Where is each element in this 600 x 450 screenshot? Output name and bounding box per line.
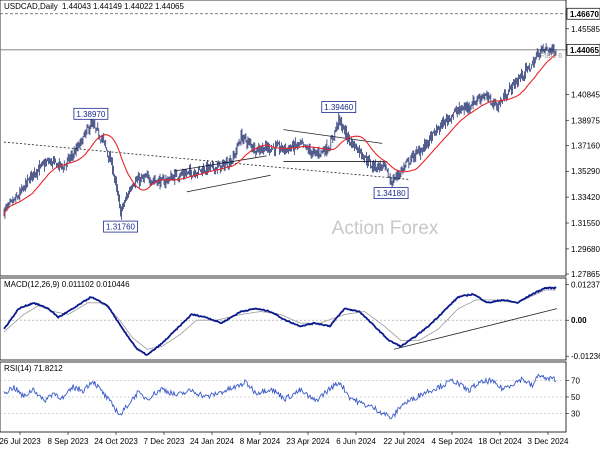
- macd-signal-line: [3, 289, 556, 350]
- price-callout-box: [321, 101, 357, 113]
- x-tick-label: 24 Jan 2024: [190, 437, 235, 446]
- macd-trendline: [393, 308, 558, 350]
- macd-title: MACD(12,26,9) 0.011102 0.010446: [4, 280, 130, 289]
- x-tick-label: 26 Jul 2023: [0, 437, 41, 446]
- ohlc-value: 1.44043: [62, 2, 91, 11]
- x-tick-label: 8 Mar 2024: [240, 437, 281, 446]
- x-tick-label: 18 Oct 2024: [478, 437, 522, 446]
- y-tick-label: 1.29680: [571, 245, 600, 254]
- y-tick-label: 1.27865: [571, 270, 600, 279]
- y-tick-label: 1.38975: [571, 116, 600, 125]
- price-title: USDCAD,Daily: [4, 2, 58, 11]
- price-callout-label: 1.38970: [76, 110, 105, 119]
- rsi-y-tick-label: 50: [571, 393, 580, 402]
- x-tick-label: 22 Jul 2024: [383, 437, 425, 446]
- ohlc-value: 1.44149: [93, 2, 122, 11]
- y-tick-label: 1.33420: [571, 193, 600, 202]
- rsi-y-tick-label: 30: [571, 410, 580, 419]
- price-tag-box: [566, 7, 600, 20]
- macd-y-tick-label: 0.00: [571, 316, 587, 325]
- x-tick-label: 24 Oct 2023: [94, 437, 138, 446]
- rsi-title: RSI(14) 71.8212: [4, 364, 63, 373]
- x-tick-label: 23 Apr 2024: [286, 437, 330, 446]
- x-tick-label: 3 Dec 2024: [528, 437, 569, 446]
- price-tag-box: [566, 43, 600, 56]
- price-tag-label: 1.46670: [570, 10, 599, 19]
- rsi-line: [3, 373, 557, 420]
- price-callout-label: 1.34180: [377, 189, 406, 198]
- moving-average-line: [3, 54, 557, 216]
- ohlc-value: 1.44022: [124, 2, 153, 11]
- x-tick-label: 6 Jun 2024: [336, 437, 376, 446]
- x-tick-label: 7 Dec 2023: [144, 437, 185, 446]
- x-tick-label: 8 Sep 2023: [48, 437, 89, 446]
- macd-y-tick-label: 0.012375: [571, 280, 600, 289]
- y-tick-label: 1.31550: [571, 219, 600, 228]
- y-tick-label: 1.45585: [571, 25, 600, 34]
- y-tick-label: 1.35290: [571, 167, 600, 176]
- x-tick-label: 4 Sep 2024: [432, 437, 473, 446]
- macd-y-tick-label: -0.012367: [571, 352, 600, 361]
- trendline: [186, 174, 271, 193]
- price-callout-label: 1.31760: [106, 223, 135, 232]
- ohlc-value: 1.44065: [155, 2, 184, 11]
- price-callout-label: 1.39460: [324, 103, 353, 112]
- price-callout-box: [103, 220, 138, 233]
- watermark-text: Action Forex: [332, 218, 439, 239]
- rsi-y-tick-label: 70: [571, 377, 580, 386]
- fibo-label: FIBO 6: [540, 53, 562, 60]
- y-tick-label: 1.37160: [571, 141, 600, 150]
- price-callout-box: [373, 187, 409, 200]
- price-callout-box: [73, 107, 109, 120]
- macd-line: [3, 286, 557, 356]
- price-panel-frame: [0, 0, 567, 277]
- price-tag-label: 1.44065: [570, 46, 599, 55]
- y-tick-label: 1.40845: [571, 90, 600, 99]
